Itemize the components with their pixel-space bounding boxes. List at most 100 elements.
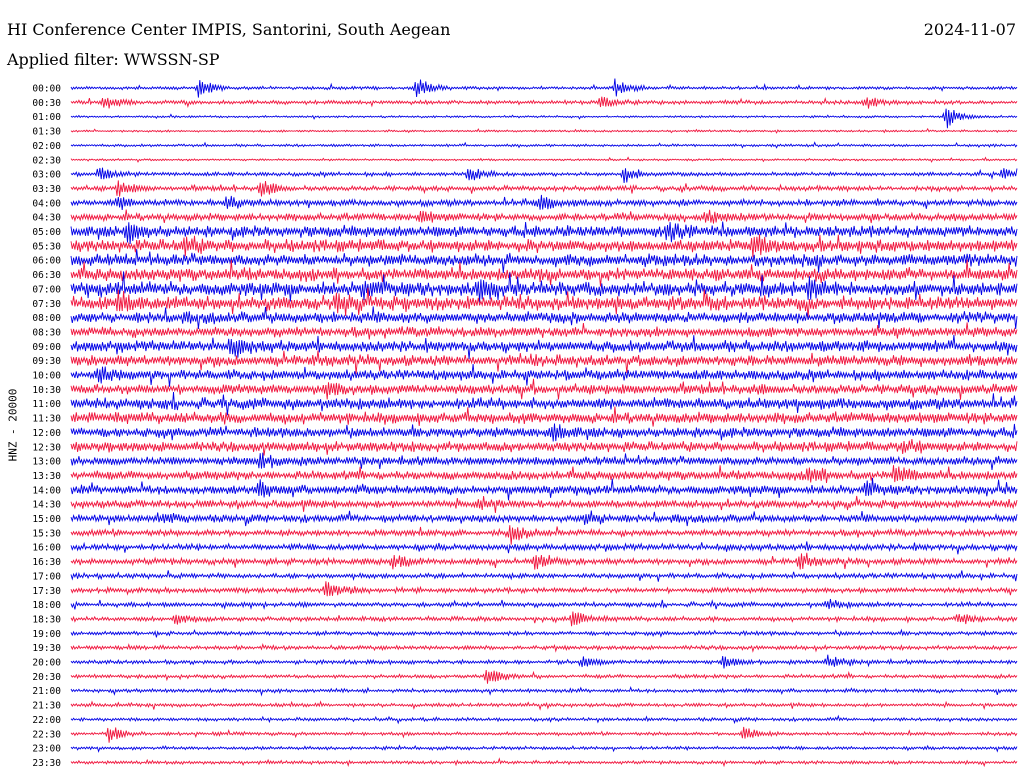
row-time-label: 12:30 xyxy=(32,442,61,453)
seismic-trace-row xyxy=(70,510,1018,527)
row-time-label: 10:00 xyxy=(32,371,61,382)
seismic-trace-row xyxy=(70,552,1018,570)
row-time-label: 16:30 xyxy=(32,557,61,568)
seismic-trace-row xyxy=(70,598,1018,610)
seismic-trace-row xyxy=(70,570,1018,582)
seismic-trace-row xyxy=(70,156,1018,163)
seismic-trace-row xyxy=(70,108,1018,129)
row-time-label: 03:30 xyxy=(32,184,61,195)
seismic-trace-row xyxy=(70,714,1018,725)
row-time-label: 06:00 xyxy=(32,256,61,267)
row-time-label: 16:00 xyxy=(32,543,61,554)
seismic-trace-row xyxy=(70,744,1018,753)
row-time-label: 17:00 xyxy=(32,571,61,582)
seismic-trace-row xyxy=(70,180,1018,197)
row-time-label: 18:30 xyxy=(32,614,61,625)
row-time-label: 18:00 xyxy=(32,600,61,611)
row-time-label: 21:30 xyxy=(32,701,61,712)
row-time-label: 23:30 xyxy=(32,758,61,769)
row-time-label: 13:00 xyxy=(32,457,61,468)
row-time-label: 14:00 xyxy=(32,485,61,496)
seismic-trace-row xyxy=(70,259,1018,287)
seismic-trace-row xyxy=(70,127,1018,134)
row-time-label: 15:30 xyxy=(32,528,61,539)
seismic-trace-row xyxy=(70,525,1018,545)
seismic-trace-row xyxy=(70,628,1018,638)
seismic-trace-row xyxy=(70,477,1018,501)
row-time-label: 23:00 xyxy=(32,744,61,755)
seismic-trace-row xyxy=(70,541,1018,555)
row-time-label: 00:00 xyxy=(32,84,61,95)
row-time-label: 15:00 xyxy=(32,514,61,525)
seismic-trace-row xyxy=(70,141,1018,149)
row-time-label: 04:00 xyxy=(32,198,61,209)
seismic-trace-row xyxy=(70,406,1018,427)
row-time-label: 12:00 xyxy=(32,428,61,439)
row-time-label: 13:30 xyxy=(32,471,61,482)
row-time-label: 09:30 xyxy=(32,356,61,367)
seismic-trace-row xyxy=(70,685,1018,697)
seismic-trace-row xyxy=(70,581,1018,597)
seismic-trace-row xyxy=(70,423,1018,442)
row-time-label: 19:00 xyxy=(32,629,61,640)
row-time-label: 02:30 xyxy=(32,155,61,166)
row-time-label: 07:30 xyxy=(32,299,61,310)
seismic-trace-row xyxy=(70,643,1018,653)
row-time-label: 19:30 xyxy=(32,643,61,654)
seismic-trace-row xyxy=(70,364,1018,387)
seismic-trace-row xyxy=(70,654,1018,669)
row-time-label: 10:30 xyxy=(32,385,61,396)
seismic-trace-row xyxy=(70,350,1018,374)
row-time-label: 22:00 xyxy=(32,715,61,726)
seismic-trace-row xyxy=(70,378,1018,400)
row-time-label: 01:00 xyxy=(32,112,61,123)
row-time-label: 02:00 xyxy=(32,141,61,152)
row-time-label: 03:00 xyxy=(32,170,61,181)
row-time-label: 05:00 xyxy=(32,227,61,238)
row-time-label: 20:30 xyxy=(32,672,61,683)
seismic-trace-row xyxy=(70,334,1018,360)
row-time-label: 06:30 xyxy=(32,270,61,281)
seismic-trace-row xyxy=(70,670,1018,684)
seismic-trace-row xyxy=(70,452,1018,471)
seismic-trace-row xyxy=(70,726,1018,743)
seismic-trace-row xyxy=(70,757,1018,768)
record-date: 2024-11-07 xyxy=(923,20,1016,39)
seismic-trace-row xyxy=(70,391,1018,416)
row-time-label: 08:00 xyxy=(32,313,61,324)
row-time-label: 00:30 xyxy=(32,98,61,109)
row-time-label: 20:00 xyxy=(32,658,61,669)
seismic-trace-row xyxy=(70,194,1018,210)
seismic-trace-row xyxy=(70,700,1018,711)
row-time-label: 09:00 xyxy=(32,342,61,353)
row-time-label: 11:30 xyxy=(32,414,61,425)
row-time-label: 11:00 xyxy=(32,399,61,410)
seismic-trace-row xyxy=(70,322,1018,340)
seismic-trace-row xyxy=(70,78,1018,98)
seismic-trace-row xyxy=(70,438,1018,456)
row-time-label: 07:00 xyxy=(32,284,61,295)
seismic-trace-row xyxy=(70,306,1018,330)
row-time-label: 05:30 xyxy=(32,241,61,252)
row-time-label: 22:30 xyxy=(32,729,61,740)
station-title: HI Conference Center IMPIS, Santorini, S… xyxy=(7,20,451,39)
seismic-trace-row xyxy=(70,221,1018,245)
seismic-trace-row xyxy=(70,249,1018,273)
seismic-trace-row xyxy=(70,167,1018,184)
seismic-trace-row xyxy=(70,96,1018,109)
row-time-label: 01:30 xyxy=(32,127,61,138)
seismic-trace-row xyxy=(70,271,1018,303)
seismic-trace-row xyxy=(70,234,1018,258)
applied-filter-label: Applied filter: WWSSN-SP xyxy=(7,50,220,69)
seismic-trace-row xyxy=(70,495,1018,514)
row-time-label: 08:30 xyxy=(32,327,61,338)
seismic-trace-row xyxy=(70,611,1018,627)
seismic-trace-row xyxy=(70,209,1018,224)
row-time-label: 14:30 xyxy=(32,500,61,511)
row-time-label: 17:30 xyxy=(32,586,61,597)
row-time-label: 21:00 xyxy=(32,686,61,697)
seismic-trace-row xyxy=(70,465,1018,484)
row-time-label: 04:30 xyxy=(32,213,61,224)
seismic-trace-row xyxy=(70,287,1018,318)
